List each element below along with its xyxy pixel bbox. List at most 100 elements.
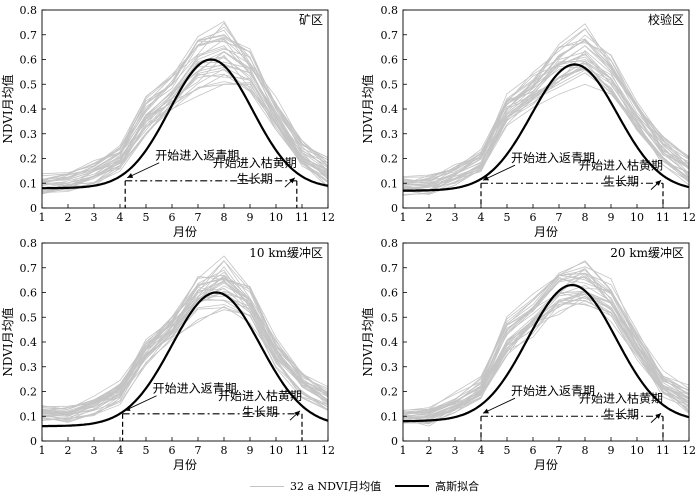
gaussian-fit-line bbox=[42, 58, 329, 190]
y-tick-label: 0.4 bbox=[381, 336, 399, 349]
x-tick-label: 1 bbox=[39, 211, 46, 224]
gray-curve bbox=[402, 266, 690, 413]
y-tick-label: 0.8 bbox=[20, 4, 38, 17]
gray-curve bbox=[402, 303, 690, 427]
gray-curve bbox=[402, 296, 690, 421]
x-tick-label: 6 bbox=[169, 444, 176, 457]
green-up-arrow bbox=[482, 164, 516, 181]
x-tick-label: 11 bbox=[656, 211, 670, 224]
senescence-arrow-head bbox=[294, 410, 300, 417]
y-tick-label: 0.6 bbox=[20, 287, 38, 300]
green-up-annotation: 开始进入返青期 bbox=[511, 384, 595, 398]
y-tick-label: 0.4 bbox=[20, 336, 38, 349]
chart-panel-4: 1 2 3 4 5 6 7 8 9 10 11 1200.10.20.30.40.50.60.70.8… bbox=[360, 237, 696, 472]
gray-curve bbox=[402, 54, 690, 191]
green-up-arrow-head bbox=[483, 408, 489, 414]
y-tick-label: 0.2 bbox=[381, 386, 399, 399]
x-tick-label: 2 bbox=[65, 211, 72, 224]
x-tick-label: 12 bbox=[321, 211, 335, 224]
x-tick-label: 3 bbox=[452, 211, 459, 224]
x-tick-label: 4 bbox=[478, 211, 485, 224]
gray-curve bbox=[402, 275, 690, 419]
gray-curve bbox=[41, 295, 329, 416]
senescence-arrow-head bbox=[289, 177, 295, 184]
x-tick-label: 8 bbox=[582, 211, 589, 224]
gray-curve bbox=[41, 20, 329, 177]
y-tick-label: 0.8 bbox=[381, 237, 399, 250]
panel-title: 校验区 bbox=[648, 12, 684, 27]
senescence-annotation: 开始进入枯黄期 bbox=[579, 158, 663, 173]
y-tick-label: 0.3 bbox=[381, 361, 399, 374]
x-tick-label: 9 bbox=[247, 211, 254, 224]
growing-season-annotation: 生长期 bbox=[603, 408, 639, 422]
gray-curve bbox=[402, 261, 690, 411]
x-tick-label: 11 bbox=[656, 444, 670, 457]
x-tick-label: 5 bbox=[504, 444, 511, 457]
gray-curve bbox=[402, 45, 690, 183]
gray-curve bbox=[41, 47, 329, 184]
y-tick-label: 0.2 bbox=[381, 153, 399, 166]
panel-title: 10 km缓冲区 bbox=[249, 245, 323, 260]
y-tick-label: 0.6 bbox=[381, 287, 399, 300]
x-tick-label: 12 bbox=[682, 211, 696, 224]
y-tick-label: 0.8 bbox=[381, 4, 399, 17]
y-tick-label: 0.5 bbox=[20, 78, 38, 91]
panel-title: 矿区 bbox=[299, 13, 323, 27]
gray-curve bbox=[41, 22, 329, 182]
y-tick-label: 0.7 bbox=[20, 262, 38, 275]
y-tick-label: 0.1 bbox=[381, 177, 399, 190]
gray-curve bbox=[402, 291, 690, 419]
gray-curve bbox=[402, 42, 690, 184]
legend-gray-item: 32 a NDVI月均值 bbox=[250, 478, 381, 494]
green-up-arrow bbox=[127, 162, 160, 179]
gray-curve bbox=[402, 270, 690, 411]
x-tick-label: 1 bbox=[39, 444, 46, 457]
green-up-arrow bbox=[124, 395, 157, 412]
gray-curve bbox=[402, 53, 690, 192]
x-tick-label: 10 bbox=[269, 211, 283, 224]
green-up-arrow bbox=[482, 397, 516, 414]
x-tick-label: 10 bbox=[269, 444, 283, 457]
legend-fit-label: 高斯拟合 bbox=[435, 480, 480, 493]
x-tick-label: 1 bbox=[400, 444, 407, 457]
y-tick-label: 0 bbox=[30, 202, 37, 215]
x-tick-label: 8 bbox=[221, 211, 228, 224]
y-tick-label: 0 bbox=[30, 435, 37, 448]
y-axis-label: NDVI月均值 bbox=[0, 74, 15, 143]
x-tick-label: 8 bbox=[582, 444, 589, 457]
chart-panel-1: 1 2 3 4 5 6 7 8 9 10 11 1200.10.20.30.40.50.60.70.8… bbox=[0, 4, 335, 239]
y-axis-label: NDVI月均值 bbox=[0, 307, 15, 376]
gray-curve bbox=[41, 278, 329, 410]
x-axis-label: 月份 bbox=[173, 225, 197, 239]
y-tick-label: 0.7 bbox=[20, 29, 38, 42]
legend: 32 a NDVI月均值 高斯拟合 bbox=[250, 478, 493, 494]
x-axis-label: 月份 bbox=[534, 458, 558, 472]
gaussian-fit-line bbox=[403, 284, 690, 423]
green-up-arrow-head bbox=[124, 406, 131, 411]
y-tick-label: 0.5 bbox=[381, 78, 399, 91]
y-axis-label: NDVI月均值 bbox=[360, 307, 375, 376]
growing-season-annotation: 生长期 bbox=[603, 175, 639, 189]
x-tick-label: 7 bbox=[556, 444, 563, 457]
x-tick-label: 5 bbox=[504, 211, 511, 224]
legend-gray-label: 32 a NDVI月均值 bbox=[290, 480, 382, 493]
gray-curve bbox=[41, 271, 329, 417]
y-tick-label: 0.8 bbox=[20, 237, 38, 250]
y-tick-label: 0.6 bbox=[20, 54, 38, 67]
chart-panel-3: 1 2 3 4 5 6 7 8 9 10 11 1200.10.20.30.40.50.60.70.8… bbox=[0, 237, 335, 472]
x-tick-label: 7 bbox=[556, 211, 563, 224]
senescence-annotation: 开始进入枯黄期 bbox=[213, 155, 297, 170]
x-tick-label: 2 bbox=[65, 444, 72, 457]
x-tick-label: 4 bbox=[117, 444, 124, 457]
legend-gray-swatch bbox=[250, 485, 284, 487]
gray-curve bbox=[402, 295, 690, 423]
y-tick-label: 0.4 bbox=[20, 103, 38, 116]
x-tick-label: 6 bbox=[169, 211, 176, 224]
x-tick-label: 12 bbox=[321, 444, 335, 457]
growing-season-annotation: 生长期 bbox=[242, 405, 278, 419]
x-tick-label: 10 bbox=[630, 444, 644, 457]
green-up-arrow-head bbox=[127, 173, 134, 178]
x-tick-label: 9 bbox=[608, 211, 615, 224]
growing-season-annotation: 生长期 bbox=[237, 172, 273, 186]
gaussian-fit-line bbox=[403, 63, 690, 192]
